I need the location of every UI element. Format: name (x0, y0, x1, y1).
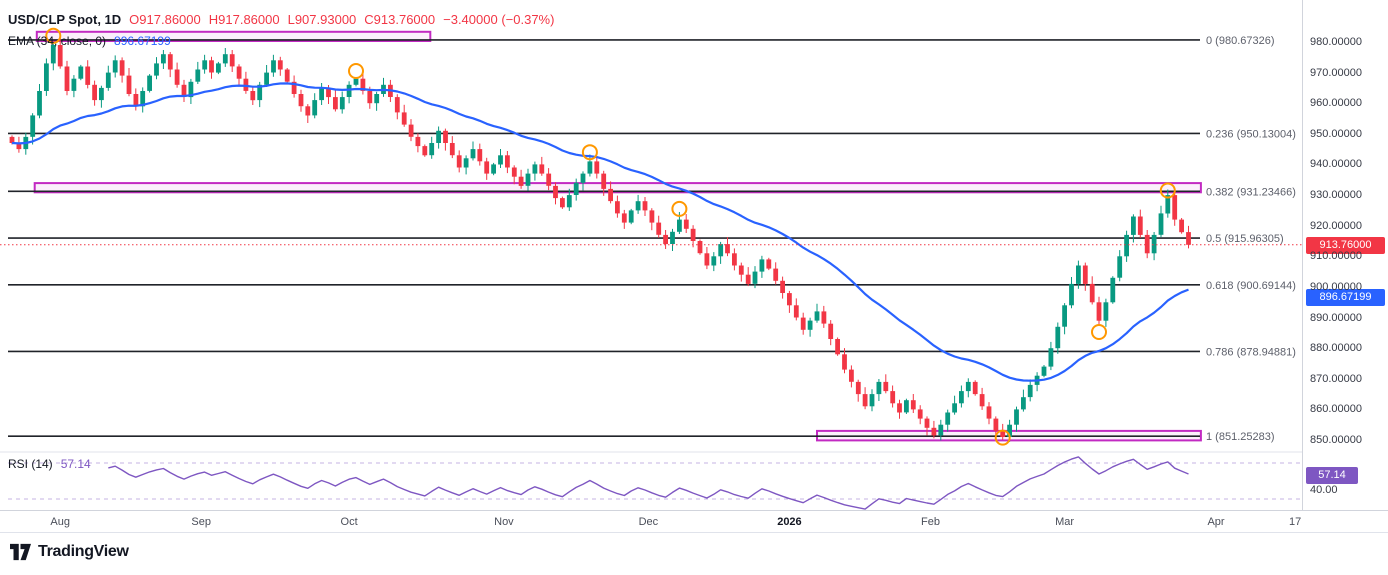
price-axis-label: 960.00000 (1310, 97, 1362, 110)
ema-line[interactable] (11, 82, 1189, 382)
main-legend: USD/CLP Spot, 1D O917.86000 H917.86000 L… (8, 12, 554, 48)
time-axis-label: Feb (920, 516, 940, 528)
rsi-legend-value: 57.14 (60, 457, 91, 471)
event-marker-circle[interactable] (671, 200, 688, 217)
price-axis-label: 870.00000 (1310, 372, 1362, 385)
fib-level-label: 0.786 (878.94881) (1206, 346, 1296, 358)
price-axis-label: 920.00000 (1310, 219, 1362, 232)
zone-rect[interactable] (33, 182, 1202, 194)
time-axis-label: Apr (1207, 516, 1225, 528)
rsi-axis-label: 40.00 (1310, 484, 1338, 496)
tradingview-logo-text: TradingView (38, 543, 129, 560)
zone-rect[interactable] (35, 30, 432, 42)
rsi-value-badge: 57.14 (1306, 466, 1358, 484)
tradingview-logo-icon (10, 543, 31, 561)
time-axis-label: 2026 (777, 516, 802, 528)
event-marker-circle[interactable] (1091, 324, 1107, 340)
time-axis-label: Aug (50, 516, 70, 528)
price-axis-label: 890.00000 (1310, 311, 1362, 324)
ohlc-change: −3.40000 (−0.37%) (443, 12, 555, 27)
rsi-legend-row[interactable]: RSI (14) 57.14 (8, 457, 91, 471)
price-axis-label: 900.00000 (1310, 280, 1362, 293)
price-axis-label: 860.00000 (1310, 403, 1362, 416)
candlestick-series[interactable] (9, 37, 1191, 442)
event-marker-circle[interactable] (994, 429, 1011, 446)
event-marker-circle[interactable] (348, 63, 364, 79)
ohlc-open: O917.86000 (129, 12, 201, 27)
ohlc-low: L907.93000 (287, 12, 357, 27)
time-axis-label: Nov (494, 516, 514, 528)
price-axis-label: 910.00000 (1310, 250, 1362, 263)
symbol-title[interactable]: USD/CLP Spot, 1D (8, 12, 122, 27)
price-axis-label: 970.00000 (1310, 66, 1362, 79)
time-axis-label: Oct (340, 516, 358, 528)
footer-bar: TradingView (0, 534, 1388, 575)
fib-level-label: 0.236 (950.13004) (1206, 128, 1296, 140)
price-axis-label: 850.00000 (1310, 434, 1362, 447)
last-price-badge: 913.76000 (1306, 236, 1385, 254)
time-axis[interactable]: Aug Sep Oct Nov Dec 2026 Feb Mar Apr 17 (0, 510, 1388, 533)
price-axis[interactable]: 913.76000 896.67199 57.14 40.00 980.0000… (1302, 0, 1388, 510)
time-axis-label: 17 (1288, 516, 1302, 528)
price-axis-label: 980.00000 (1310, 35, 1362, 48)
price-axis-label: 940.00000 (1310, 158, 1362, 171)
ema-legend-value: 896.67199 (114, 34, 171, 48)
price-axis-label: 930.00000 (1310, 189, 1362, 202)
supply-demand-zones[interactable] (33, 30, 1202, 442)
time-axis-label: Mar (1055, 516, 1075, 528)
tradingview-logo[interactable]: TradingView (10, 542, 129, 562)
ema-legend-label: EMA (34, close, 0) (8, 34, 107, 48)
ohlc-close: C913.76000 (364, 12, 436, 27)
time-axis-label: Sep (191, 516, 211, 528)
fib-retracement[interactable]: 0 (980.67326) 0.236 (950.13004) 0.382 (931… (8, 35, 1296, 443)
event-marker-circle[interactable] (45, 27, 62, 44)
fib-level-label: 0.382 (931.23466) (1206, 186, 1296, 198)
event-marker-circle[interactable] (1159, 182, 1176, 199)
legend-symbol-row: USD/CLP Spot, 1D O917.86000 H917.86000 L… (8, 12, 554, 27)
ema-value-badge: 896.67199 (1306, 289, 1385, 307)
chart-canvas[interactable]: 0 (980.67326) 0.236 (950.13004) 0.382 (931… (0, 0, 1302, 512)
fib-level-label: 0.5 (915.96305) (1206, 233, 1284, 245)
fib-level-label: 0.618 (900.69144) (1206, 280, 1296, 292)
rsi-line[interactable] (108, 456, 1189, 510)
time-axis-label: Dec (638, 516, 659, 528)
fib-level-label: 1 (851.25283) (1206, 431, 1275, 443)
event-markers[interactable] (45, 27, 1176, 446)
ohlc-high: H917.86000 (208, 12, 280, 27)
legend-ema-row[interactable]: EMA (34, close, 0) 896.67199 (8, 34, 554, 48)
rsi-legend-label: RSI (14) (8, 457, 53, 471)
price-axis-label: 950.00000 (1310, 127, 1362, 140)
price-axis-label: 880.00000 (1310, 342, 1362, 355)
event-marker-circle[interactable] (581, 144, 598, 161)
fib-level-label: 0 (980.67326) (1206, 35, 1275, 47)
